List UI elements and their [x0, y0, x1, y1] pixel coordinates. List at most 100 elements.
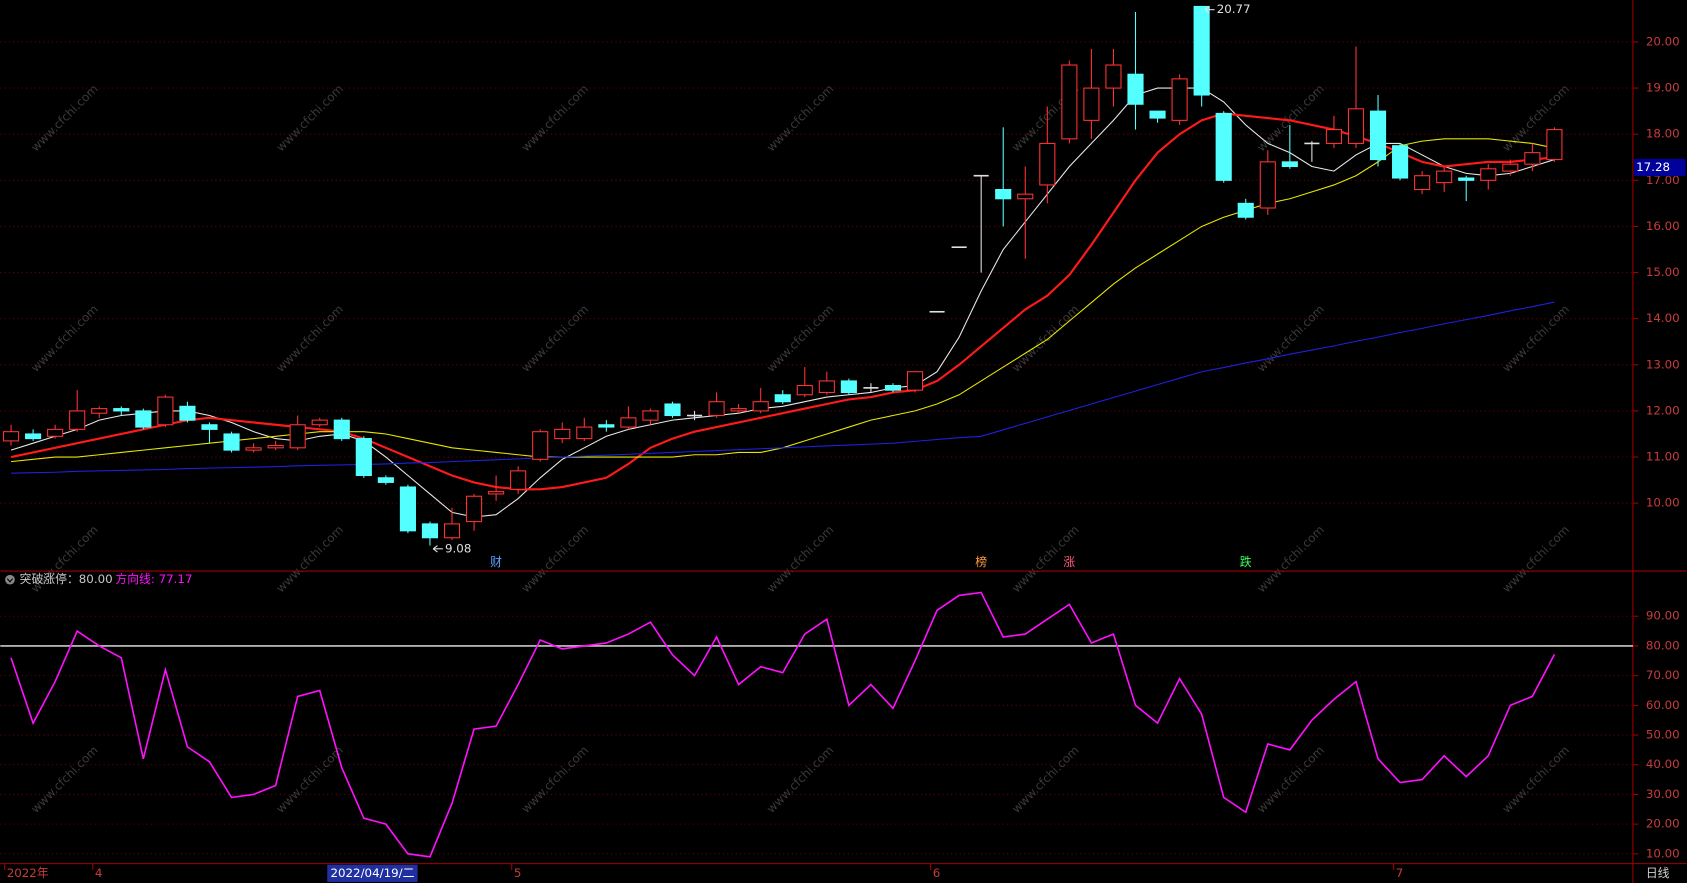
candle-body: [730, 408, 747, 412]
candle-body: [355, 438, 372, 477]
candle-body: [1480, 168, 1497, 181]
candle-body: [554, 428, 571, 440]
candle-body: [488, 491, 505, 495]
candle-body: [840, 380, 857, 394]
y-tick-label: 70.00: [1646, 668, 1680, 682]
y-tick-label: 40.00: [1646, 757, 1680, 771]
candle-body: [1215, 112, 1232, 181]
candle-body: [289, 424, 306, 449]
candle-body: [1127, 73, 1144, 105]
candle-body: [1171, 78, 1188, 121]
candle-body: [1546, 129, 1563, 161]
y-tick-label: 80.00: [1646, 638, 1680, 652]
x-tick-label: 4: [95, 866, 103, 880]
candle-body: [1237, 202, 1254, 218]
candle-body: [1193, 5, 1210, 96]
extreme-label: 20.77: [1217, 2, 1251, 16]
candle-body: [267, 444, 284, 449]
candle-body: [113, 408, 130, 412]
candle-body: [47, 428, 64, 437]
cursor-date-bg: [327, 864, 418, 882]
event-marker: 涨: [1063, 555, 1075, 569]
series-legend: 方向线: 77.17: [115, 572, 192, 586]
threshold-legend: 突破涨停：80.00: [20, 572, 113, 586]
candle-body: [1017, 193, 1034, 200]
candle-body: [245, 447, 262, 451]
y-tick-label: 18.00: [1646, 127, 1680, 141]
candle-body: [201, 424, 218, 430]
candle-body: [179, 405, 196, 421]
candle-body: [2, 431, 20, 442]
indicator-icon-arrow: [6, 578, 14, 583]
candle-body: [576, 426, 593, 440]
x-tick-label: 6: [933, 866, 941, 880]
moving-average-line: [11, 301, 1555, 474]
x-tick-label: 2022年: [7, 866, 49, 880]
candle-body: [377, 477, 394, 483]
candle-body: [664, 403, 681, 417]
y-tick-label: 30.00: [1646, 787, 1680, 801]
y-tick-label: 20.00: [1646, 34, 1680, 48]
candle-body: [510, 470, 527, 490]
y-tick-label: 16.00: [1646, 219, 1680, 233]
y-tick-label: 10.00: [1646, 846, 1680, 860]
event-marker: 榜: [975, 555, 987, 569]
candle-body: [906, 371, 924, 391]
y-tick-label: 14.00: [1646, 311, 1680, 325]
candle-body: [1281, 161, 1298, 168]
candle-body: [1458, 177, 1475, 181]
annotation-arrowhead: [432, 545, 438, 553]
y-tick-label: 10.00: [1646, 496, 1680, 510]
candle-body: [796, 385, 813, 396]
x-tick-label: 5: [514, 866, 522, 880]
indicator-icon[interactable]: [5, 574, 15, 585]
candle-body: [465, 495, 483, 523]
y-tick-label: 15.00: [1646, 265, 1680, 279]
candle-body: [1347, 108, 1365, 144]
candle-body: [223, 433, 240, 451]
candle-body: [1259, 161, 1276, 209]
last-price-label: 17.28: [1636, 160, 1670, 174]
event-marker: 跌: [1240, 555, 1252, 569]
candle-body: [157, 396, 174, 426]
candle-body: [995, 189, 1012, 200]
candle-body: [1083, 87, 1100, 121]
candle-body: [443, 523, 461, 539]
candle-body: [333, 419, 350, 440]
candle-body: [1392, 145, 1409, 179]
candle-body: [752, 401, 769, 412]
indicator-line: [10, 591, 1556, 858]
candle-body: [399, 486, 416, 532]
candle-body: [1325, 129, 1343, 144]
candle-body: [25, 433, 42, 440]
y-tick-label: 50.00: [1646, 728, 1680, 742]
extreme-label: 9.08: [445, 541, 471, 555]
y-tick-label: 17.00: [1646, 173, 1680, 187]
candle-body: [620, 417, 637, 428]
candle-body: [708, 401, 725, 417]
candle-body: [91, 408, 108, 414]
candle-body: [1414, 175, 1431, 191]
event-marker: 财: [490, 555, 502, 569]
y-tick-label: 90.00: [1646, 609, 1680, 623]
candle-body: [135, 410, 152, 428]
candle-body: [69, 410, 86, 430]
candle-body: [1039, 142, 1056, 186]
candle-body: [1061, 64, 1078, 140]
y-tick-label: 19.00: [1646, 81, 1680, 95]
candle-body: [598, 424, 615, 428]
candle-body: [774, 394, 791, 403]
cursor-date: 2022/04/19/二: [330, 866, 414, 880]
candle-body: [532, 431, 549, 460]
y-tick-label: 12.00: [1646, 403, 1680, 417]
annotation-arrowhead: [1204, 6, 1210, 14]
candle-body: [421, 523, 439, 539]
candle-body: [1524, 152, 1541, 165]
candle-body: [1149, 110, 1166, 119]
period-label[interactable]: 日线: [1646, 866, 1670, 880]
candle-body: [1105, 64, 1122, 89]
y-tick-label: 60.00: [1646, 698, 1680, 712]
y-tick-label: 11.00: [1646, 450, 1680, 464]
y-tick-label: 13.00: [1646, 357, 1680, 371]
